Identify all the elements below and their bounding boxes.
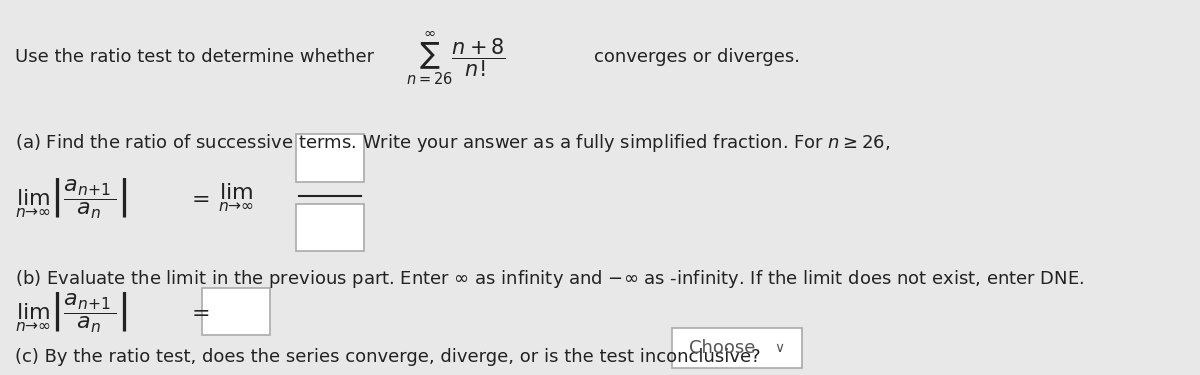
Text: (c) By the ratio test, does the series converge, diverge, or is the test inconcl: (c) By the ratio test, does the series c… [14,348,761,366]
Text: converges or diverges.: converges or diverges. [594,48,799,66]
Text: $=$: $=$ [187,302,209,322]
Text: $\lim_{n\to\infty}\left|\dfrac{a_{n+1}}{a_n}\right|$: $\lim_{n\to\infty}\left|\dfrac{a_{n+1}}{… [14,176,127,220]
Text: (a) Find the ratio of successive terms. Write your answer as a fully simplified : (a) Find the ratio of successive terms. … [14,132,890,154]
FancyBboxPatch shape [672,328,802,368]
Text: $=$: $=$ [187,188,209,208]
FancyBboxPatch shape [296,134,364,182]
Text: $\sum_{n=26}^{\infty} \dfrac{n+8}{n!}$: $\sum_{n=26}^{\infty} \dfrac{n+8}{n!}$ [406,30,505,87]
Text: ∨: ∨ [774,341,785,355]
FancyBboxPatch shape [203,288,270,335]
Text: Choose: Choose [690,339,756,357]
FancyBboxPatch shape [296,204,364,251]
Text: $\lim_{n\to\infty}$: $\lim_{n\to\infty}$ [218,182,254,214]
Text: (b) Evaluate the limit in the previous part. Enter $\infty$ as infinity and $-\i: (b) Evaluate the limit in the previous p… [14,268,1084,290]
Text: Use the ratio test to determine whether: Use the ratio test to determine whether [14,48,373,66]
Text: $\lim_{n\to\infty}\left|\dfrac{a_{n+1}}{a_n}\right|$: $\lim_{n\to\infty}\left|\dfrac{a_{n+1}}{… [14,290,127,334]
